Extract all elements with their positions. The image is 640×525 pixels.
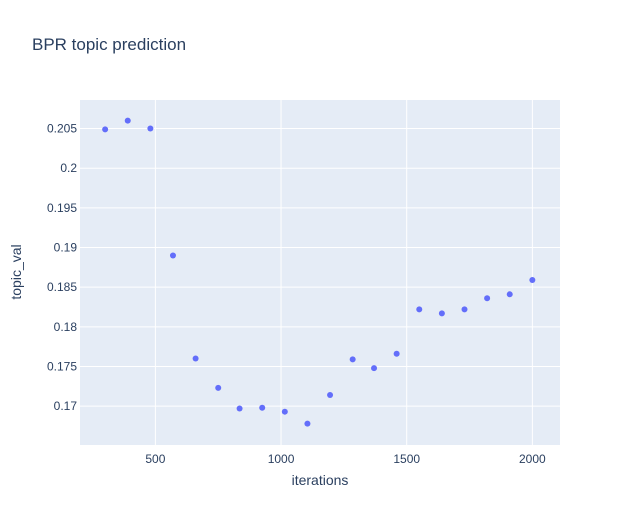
data-point [438,310,445,317]
data-point [327,392,334,399]
y-tick-label: 0.205 [47,122,77,136]
plot-area [80,100,560,445]
data-point [349,356,356,363]
y-tick-label: 0.18 [54,320,78,334]
data-point [529,277,536,284]
y-tick-label: 0.17 [54,399,78,413]
y-tick-label: 0.2 [60,161,77,175]
data-point [461,306,468,313]
x-tick-label: 500 [145,452,165,466]
x-tick-label: 1000 [268,452,295,466]
data-point [102,126,109,133]
data-point [147,125,154,132]
data-points [102,117,536,427]
gridlines [80,100,560,445]
x-tick-label: 2000 [519,452,546,466]
chart-title: BPR topic prediction [32,35,186,54]
x-tick-label: 1500 [393,452,420,466]
data-point [169,252,176,259]
data-point [281,408,288,415]
y-axis-title: topic_val [8,244,24,299]
x-axis-ticks: 500 1000 1500 2000 [145,452,546,466]
data-point [124,117,131,124]
data-point [506,291,513,298]
y-tick-label: 0.195 [47,201,77,215]
y-tick-label: 0.185 [47,280,77,294]
data-point [259,404,266,411]
data-point [304,420,311,427]
data-point [416,306,423,313]
y-tick-label: 0.19 [54,241,78,255]
y-axis-ticks: 0.17 0.175 0.18 0.185 0.19 0.195 0.2 0.205 [47,122,77,414]
y-tick-label: 0.175 [47,359,77,373]
data-point [393,350,400,357]
data-point [484,295,491,302]
data-point [215,384,222,391]
data-point [236,405,243,412]
x-axis-title: iterations [292,472,349,488]
data-point [371,365,378,372]
data-point [192,355,199,362]
